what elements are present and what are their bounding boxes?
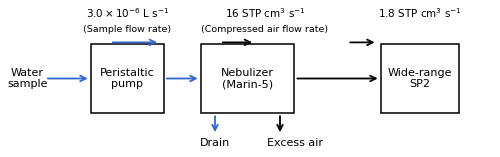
Text: Nebulizer
(Marin-5): Nebulizer (Marin-5) — [221, 68, 274, 89]
Text: Peristaltic
pump: Peristaltic pump — [100, 68, 155, 89]
Text: Excess air: Excess air — [267, 138, 323, 148]
Text: $3.0 \times 10^{-6}$ L s$^{-1}$: $3.0 \times 10^{-6}$ L s$^{-1}$ — [86, 6, 170, 20]
Text: Drain: Drain — [200, 138, 230, 148]
Bar — [91, 44, 164, 113]
Text: (Compressed air flow rate): (Compressed air flow rate) — [202, 25, 328, 34]
Text: 16 STP cm$^{3}$ s$^{-1}$: 16 STP cm$^{3}$ s$^{-1}$ — [224, 6, 306, 20]
Text: Water
sample: Water sample — [7, 68, 48, 89]
Text: Wide-range
SP2: Wide-range SP2 — [388, 68, 452, 89]
Bar — [201, 44, 294, 113]
Text: 1.8 STP cm$^{3}$ s$^{-1}$: 1.8 STP cm$^{3}$ s$^{-1}$ — [378, 6, 462, 20]
Bar — [382, 44, 459, 113]
Text: (Sample flow rate): (Sample flow rate) — [84, 25, 172, 34]
